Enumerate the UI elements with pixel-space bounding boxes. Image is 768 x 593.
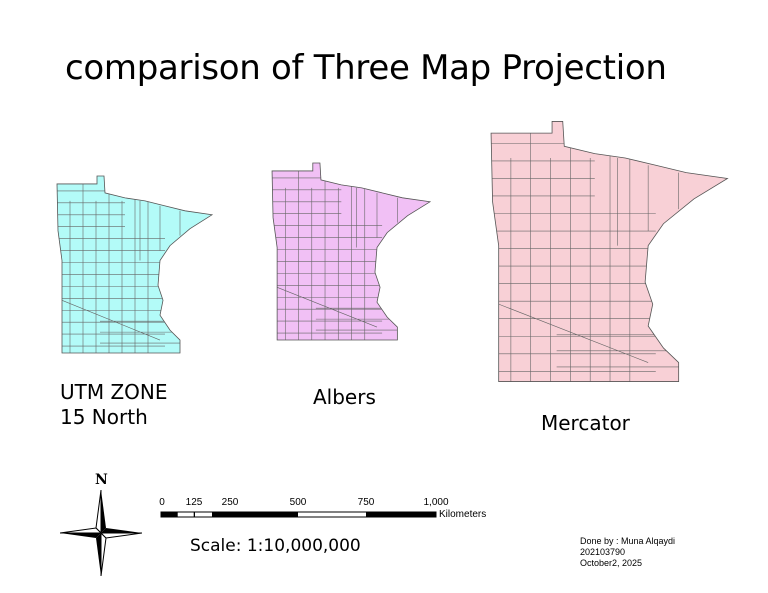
scale-tick-label: 125 xyxy=(185,497,203,508)
county-boundaries xyxy=(270,163,402,340)
scale-tick-label: 0 xyxy=(159,497,165,508)
scale-tick-label: 750 xyxy=(357,497,375,508)
credits-date: October2, 2025 xyxy=(580,558,643,568)
north-label: N xyxy=(95,472,108,488)
map-utm-zone-15n xyxy=(55,175,213,354)
mercator-label: Mercator xyxy=(541,411,630,435)
scale-tick-label: 250 xyxy=(221,497,239,508)
utm-label: UTM ZONE 15 North xyxy=(60,380,168,430)
credits: Done by : Muna Alqaydi 202103790 October… xyxy=(580,536,675,569)
utm-label-line2: 15 North xyxy=(60,405,148,429)
page-title: comparison of Three Map Projection xyxy=(65,48,667,88)
albers-label: Albers xyxy=(313,385,376,409)
scale-bar xyxy=(160,511,437,518)
county-boundaries xyxy=(55,176,185,353)
scale-tick-label: 500 xyxy=(289,497,307,508)
scale-tick-label: 1,000 xyxy=(423,497,449,508)
credits-id: 202103790 xyxy=(580,547,626,557)
north-arrow-icon xyxy=(60,490,142,576)
state-shape xyxy=(491,121,728,382)
map-mercator xyxy=(488,120,729,383)
utm-label-line1: UTM ZONE xyxy=(60,380,168,404)
scale-text: Scale: 1:10,000,000 xyxy=(190,536,361,556)
credits-author: Done by : Muna Alqaydi xyxy=(580,536,676,546)
map-albers xyxy=(270,162,431,341)
county-boundaries xyxy=(488,121,686,381)
scale-bar-units: Kilometers xyxy=(439,509,487,520)
scale-bar-labels: 0 125 250 500 750 1,000 xyxy=(159,497,448,509)
